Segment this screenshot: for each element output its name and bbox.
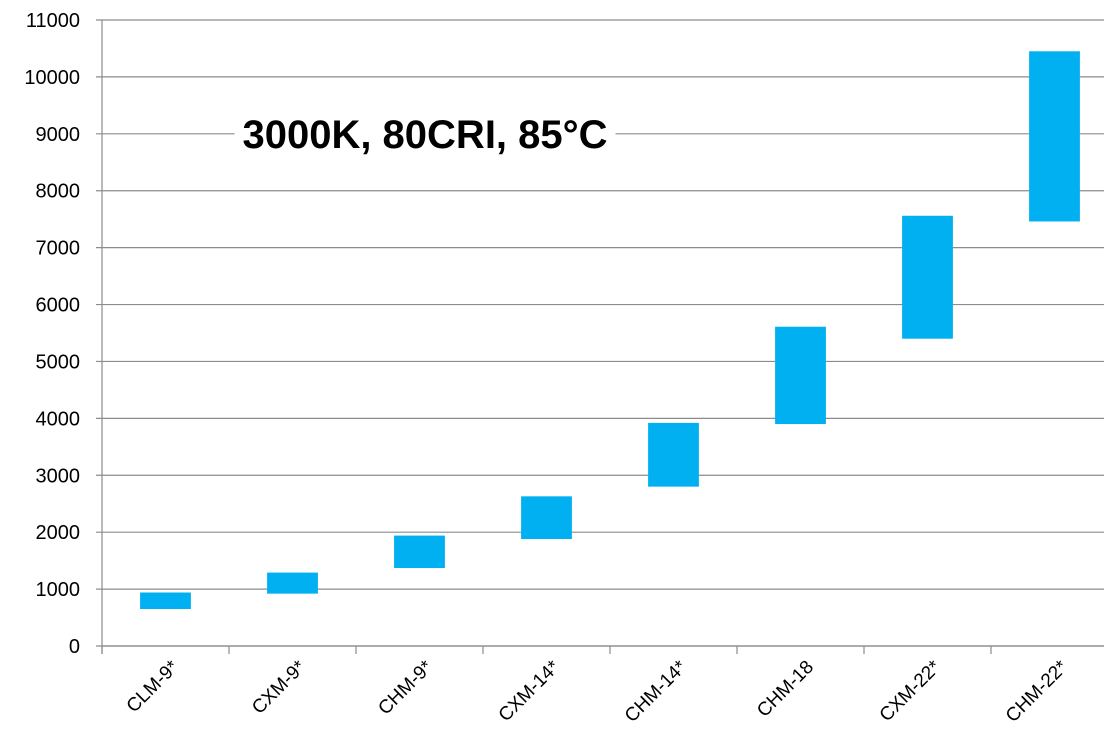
y-tick-label: 4000 <box>36 408 81 430</box>
chart-title-group: 3000K, 80CRI, 85°C <box>234 113 616 157</box>
range-bar <box>648 422 699 487</box>
y-tick-label: 5000 <box>36 351 81 373</box>
x-tick-label: CXM-22* <box>876 656 946 726</box>
range-bar <box>140 592 191 610</box>
range-bar <box>902 215 953 339</box>
range-bar <box>267 572 318 594</box>
chart-title: 3000K, 80CRI, 85°C <box>242 113 607 157</box>
y-tick-label: 10000 <box>24 67 80 89</box>
range-bar <box>775 326 826 425</box>
gridlines <box>96 19 1104 647</box>
y-tick-label: 7000 <box>36 238 81 260</box>
x-tick-label: CHM-18 <box>753 657 818 722</box>
x-tick-label: CHM-9* <box>374 656 437 719</box>
range-bar <box>521 496 572 540</box>
range-bar <box>394 535 445 569</box>
y-tick-label: 3000 <box>36 465 81 487</box>
y-tick-label: 11000 <box>26 10 80 32</box>
x-tick-label: CXM-9* <box>248 656 310 718</box>
range-bar <box>1029 51 1080 222</box>
chart-title-background <box>234 115 616 155</box>
y-tick-label: 1000 <box>36 579 81 601</box>
x-tick-label: CXM-14* <box>495 656 565 726</box>
y-tick-label: 9000 <box>36 124 81 146</box>
y-tick-label: 0 <box>69 636 80 658</box>
x-tick-label: CHM-14* <box>621 656 692 727</box>
range-bars <box>140 51 1080 610</box>
y-tick-label: 6000 <box>36 295 81 317</box>
y-tick-label: 8000 <box>36 181 81 203</box>
y-tick-label: 2000 <box>36 522 81 544</box>
x-tick-label: CHM-22* <box>1002 656 1073 727</box>
x-tick-label: CLM-9* <box>123 656 184 717</box>
